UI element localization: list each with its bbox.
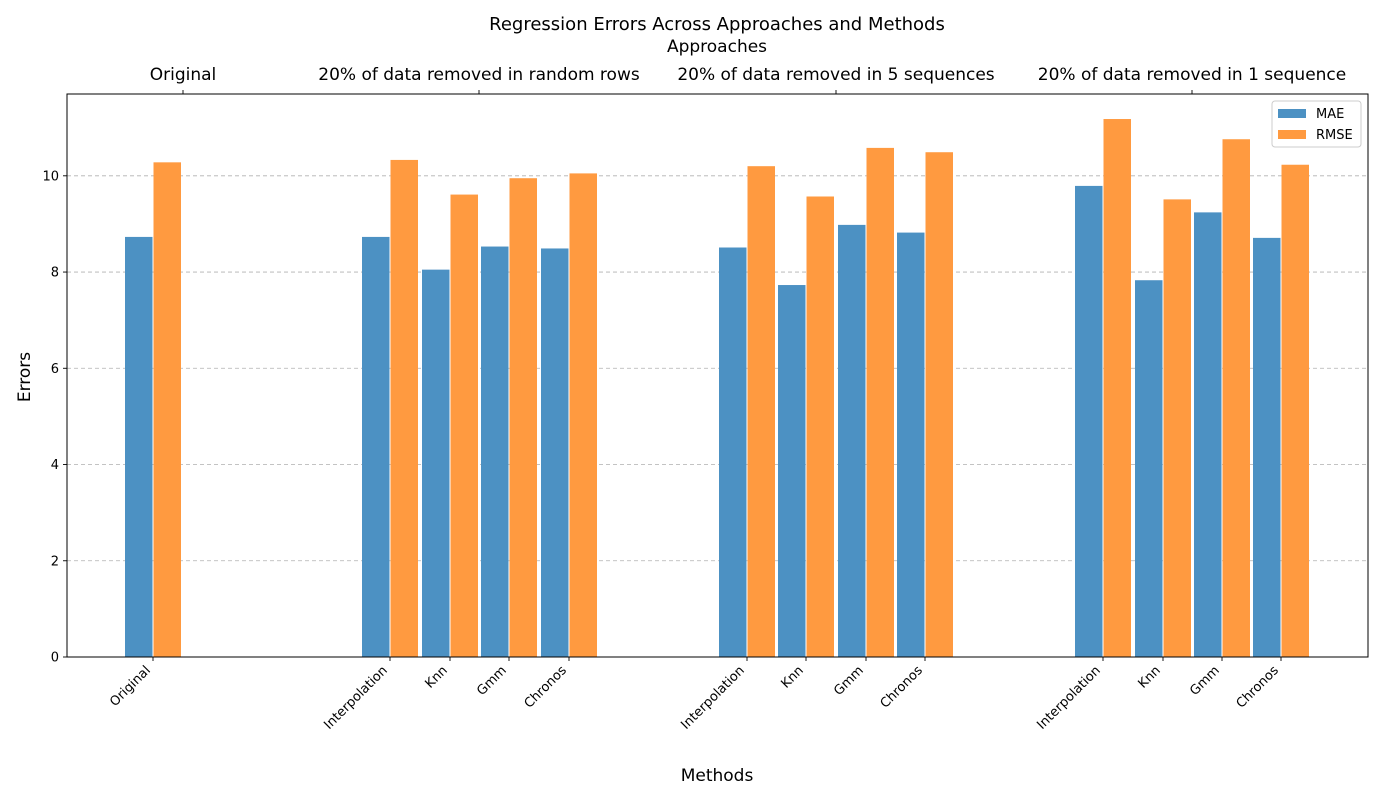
bar-mae bbox=[1075, 185, 1103, 657]
approach-label: Original bbox=[150, 65, 217, 85]
bar-mae bbox=[719, 247, 747, 657]
bar-rmse bbox=[450, 194, 478, 658]
bar-mae bbox=[362, 236, 390, 657]
method-label: Knn bbox=[423, 663, 451, 691]
y-tick-label: 6 bbox=[51, 362, 59, 377]
legend-swatch bbox=[1278, 130, 1306, 139]
bar-mae bbox=[541, 248, 569, 657]
bars bbox=[125, 119, 1309, 658]
method-label: Gmm bbox=[1187, 663, 1223, 699]
bar-mae bbox=[481, 246, 509, 658]
method-label: Chronos bbox=[878, 663, 926, 711]
bar-mae bbox=[1194, 212, 1222, 657]
bar-rmse bbox=[747, 166, 775, 657]
top-axis-title: Approaches bbox=[667, 37, 767, 57]
bar-rmse bbox=[569, 173, 597, 657]
bar-mae bbox=[125, 236, 153, 657]
method-label: Interpolation bbox=[1034, 663, 1103, 732]
bar-rmse bbox=[1163, 199, 1191, 657]
bar-rmse bbox=[1281, 164, 1309, 657]
bar-mae bbox=[1253, 237, 1281, 657]
bar-mae bbox=[422, 269, 450, 657]
legend-label: RMSE bbox=[1316, 128, 1353, 143]
method-label: Original bbox=[107, 663, 154, 710]
bar-rmse bbox=[866, 147, 894, 657]
legend-label: MAE bbox=[1316, 107, 1344, 122]
method-label: Interpolation bbox=[678, 663, 747, 732]
legend: MAE RMSE bbox=[1271, 100, 1362, 148]
method-label: Chronos bbox=[522, 663, 570, 711]
method-label: Gmm bbox=[474, 663, 510, 699]
bar-rmse bbox=[153, 162, 181, 658]
y-axis-title: Errors bbox=[15, 352, 35, 402]
bar-rmse bbox=[1103, 119, 1131, 658]
bar-rmse bbox=[1222, 139, 1250, 657]
method-label: Chronos bbox=[1234, 663, 1282, 711]
method-label: Knn bbox=[1136, 663, 1164, 691]
bar-rmse bbox=[509, 178, 537, 657]
bar-mae bbox=[838, 224, 866, 657]
y-tick-label: 2 bbox=[51, 554, 59, 569]
plot-frame bbox=[66, 93, 1369, 658]
approach-label: 20% of data removed in random rows bbox=[318, 65, 640, 85]
y-tick-label: 4 bbox=[51, 458, 59, 473]
y-tick-label: 8 bbox=[51, 266, 59, 281]
bar-mae bbox=[778, 285, 806, 657]
chart-title: Regression Errors Across Approaches and … bbox=[489, 14, 945, 35]
bar-rmse bbox=[806, 196, 834, 657]
bar-mae bbox=[1135, 280, 1163, 657]
y-tick-label: 10 bbox=[42, 169, 59, 184]
bar-rmse bbox=[925, 152, 953, 657]
method-label: Gmm bbox=[831, 663, 867, 699]
x-axis-title: Methods bbox=[681, 766, 754, 786]
bar-mae bbox=[897, 232, 925, 658]
legend-swatch bbox=[1278, 109, 1306, 118]
y-tick-label: 0 bbox=[51, 651, 59, 666]
method-label: Knn bbox=[779, 663, 807, 691]
bar-rmse bbox=[390, 159, 418, 657]
method-label: Interpolation bbox=[321, 663, 390, 732]
approach-label: 20% of data removed in 5 sequences bbox=[677, 65, 994, 85]
approach-label: 20% of data removed in 1 sequence bbox=[1038, 65, 1346, 85]
